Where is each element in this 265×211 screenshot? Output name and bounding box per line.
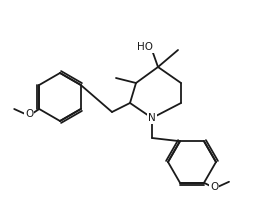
Text: O: O [210, 182, 218, 192]
Text: N: N [148, 113, 156, 123]
Text: HO: HO [137, 42, 153, 52]
Text: O: O [25, 109, 33, 119]
